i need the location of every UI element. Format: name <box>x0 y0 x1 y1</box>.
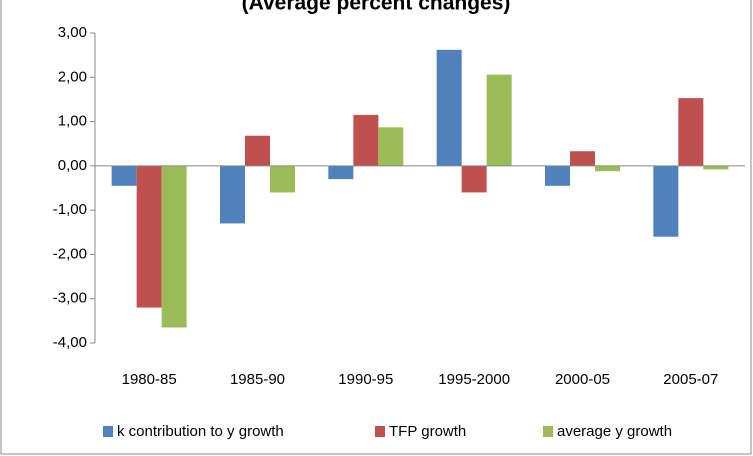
legend-label: TFP growth <box>389 423 466 440</box>
legend-label: average y growth <box>557 423 672 440</box>
bar <box>353 114 379 166</box>
chart-title: (Average percent changes) <box>242 0 511 15</box>
y-tick-label: -4,00 <box>53 334 87 351</box>
bar <box>245 135 270 166</box>
bar <box>678 98 704 166</box>
bar <box>111 165 137 186</box>
bar <box>486 74 512 166</box>
bar <box>220 165 245 224</box>
legend-swatch <box>103 426 113 437</box>
bar <box>570 151 595 166</box>
y-tick-label: 0,00 <box>58 157 87 174</box>
y-tick-label: -2,00 <box>53 245 87 262</box>
y-tick-label: 2,00 <box>58 68 87 85</box>
y-tick-label: 1,00 <box>58 113 87 130</box>
y-tick-label: 3,00 <box>58 24 87 41</box>
x-tick-label: 1995-2000 <box>438 371 510 388</box>
legend-swatch <box>375 426 385 437</box>
bar <box>653 165 679 237</box>
bar <box>136 165 162 308</box>
legend-label: k contribution to y growth <box>117 423 284 440</box>
bar <box>436 49 462 166</box>
bar <box>270 165 295 193</box>
x-tick-label: 2005-07 <box>663 371 718 388</box>
bar <box>161 165 187 328</box>
bar <box>703 165 729 170</box>
x-tick-label: 1990-95 <box>338 371 393 388</box>
x-tick-label: 1980-85 <box>122 371 177 388</box>
bar <box>328 165 354 180</box>
legend-swatch <box>543 426 553 437</box>
y-tick-label: -1,00 <box>53 201 87 218</box>
bar <box>378 127 404 166</box>
bar <box>461 165 487 193</box>
x-tick-label: 2000-05 <box>555 371 610 388</box>
x-tick-label: 1985-90 <box>230 371 285 388</box>
bar <box>545 165 570 186</box>
bar <box>595 165 620 172</box>
y-tick-label: -3,00 <box>53 290 87 307</box>
